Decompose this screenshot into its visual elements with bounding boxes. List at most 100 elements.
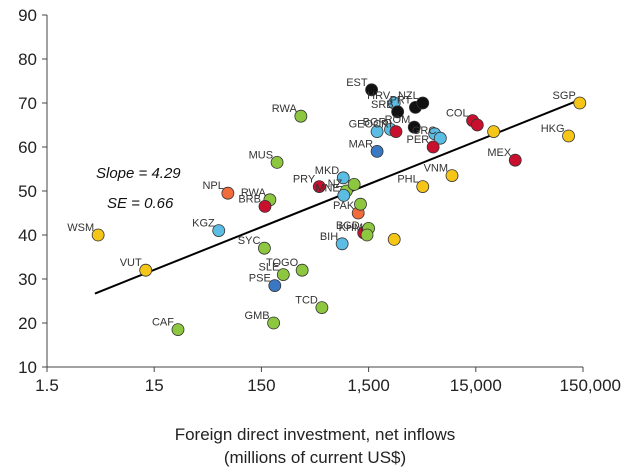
data-point (267, 316, 281, 330)
point-label: MKD (315, 165, 340, 177)
y-tick-label: 10 (18, 358, 37, 377)
data-point (416, 180, 430, 194)
data-point (433, 131, 447, 145)
data-point (573, 96, 587, 110)
point-label: PAK (333, 200, 355, 212)
point-label: TCD (295, 295, 318, 307)
point-label: NPL (202, 180, 223, 192)
point-label: HKG (541, 123, 565, 135)
data-point (276, 268, 290, 282)
point-label: MUS (249, 149, 273, 161)
data-point (354, 197, 367, 211)
x-tick-label: 1.5 (35, 376, 59, 395)
point-label: PER (407, 134, 430, 146)
x-tick-label: 15 (145, 376, 164, 395)
data-point (470, 118, 484, 132)
y-tick-label: 30 (18, 270, 37, 289)
data-point (487, 125, 501, 139)
point-label: WSM (67, 222, 94, 234)
slope-annotation: Slope = 4.29 (96, 165, 181, 182)
data-point (312, 180, 326, 194)
data-point (294, 109, 308, 123)
point-label: ROM (385, 114, 411, 126)
point-label: SGP (553, 90, 576, 102)
point-label: COL (446, 108, 469, 120)
data-point (445, 169, 459, 183)
x-tick-label: 150 (247, 376, 275, 395)
data-point (212, 224, 226, 238)
data-point (389, 125, 403, 139)
point-label: GMB (245, 310, 270, 322)
point-label: MAR (349, 138, 374, 150)
data-point (258, 199, 272, 213)
data-point (335, 237, 349, 251)
point-label: EST (346, 77, 368, 89)
x-tick-label: 1,500 (347, 376, 390, 395)
data-point (416, 96, 430, 110)
data-point (337, 188, 351, 202)
se-annotation: SE = 0.66 (107, 195, 174, 212)
point-label: NZL (398, 90, 419, 102)
point-label: CAF (152, 317, 174, 329)
x-tick-label: 15,000 (450, 376, 502, 395)
point-label: PRY (293, 174, 316, 186)
y-ticks: 10 20 30 40 50 60 70 80 90 (18, 6, 47, 377)
point-label: BGD (336, 220, 360, 232)
data-points: WSMVUTCAFKGZNPLSYCRWABRBMUSRWASLETOGOPSE… (67, 77, 587, 337)
data-point (221, 186, 235, 200)
point-label: PSE (249, 273, 271, 285)
point-label: BGR (363, 116, 387, 128)
point-label: TOGO (266, 257, 299, 269)
point-label: MEX (487, 147, 512, 159)
y-tick-label: 60 (18, 138, 37, 157)
data-point (387, 232, 401, 246)
point-label: KGZ (192, 218, 215, 230)
data-point (407, 120, 421, 134)
y-tick-label: 50 (18, 182, 37, 201)
point-label: BIH (320, 231, 338, 243)
data-point (268, 279, 282, 293)
y-tick-label: 70 (18, 94, 37, 113)
data-point (360, 228, 374, 242)
data-point (391, 105, 405, 119)
data-point (171, 323, 185, 337)
point-label: BRB (238, 193, 261, 205)
data-point (336, 171, 350, 185)
data-point (370, 125, 384, 139)
point-label: SLE (258, 262, 279, 274)
point-label: VUT (120, 257, 142, 269)
y-tick-label: 40 (18, 226, 37, 245)
y-tick-label: 80 (18, 50, 37, 69)
point-label: MNE (315, 182, 339, 194)
data-point (315, 301, 329, 315)
x-axis-title-line-1: Foreign direct investment, net inflows (175, 425, 456, 444)
data-point (370, 144, 384, 158)
point-label: HRV (367, 90, 391, 102)
data-point (562, 129, 575, 143)
point-label: PRT (390, 94, 412, 106)
point-label: VNM (424, 163, 448, 175)
point-label: CRI (373, 119, 392, 131)
point-label: KHM (339, 222, 363, 234)
data-point (347, 177, 361, 191)
x-tick-label: 150,000 (560, 376, 621, 395)
data-point (508, 153, 522, 167)
x-axis-title-line-2: (millions of current US$) (224, 448, 406, 467)
point-label: GRC (412, 125, 437, 137)
data-point (139, 263, 153, 277)
y-tick-label: 20 (18, 314, 37, 333)
data-point (295, 263, 309, 277)
x-ticks: 1.5 15 150 1,500 15,000 150,000 (35, 367, 621, 395)
data-point (258, 241, 271, 255)
point-label: GEO (349, 119, 374, 131)
point-label: RWA (272, 103, 298, 115)
point-label: RWA (241, 187, 267, 199)
point-label: PHL (397, 174, 418, 186)
data-point (91, 228, 105, 242)
data-point (426, 140, 440, 154)
point-label: NZ (328, 178, 343, 190)
point-label: SYC (238, 235, 261, 247)
point-label: SRB (371, 99, 394, 111)
data-point (365, 83, 379, 97)
